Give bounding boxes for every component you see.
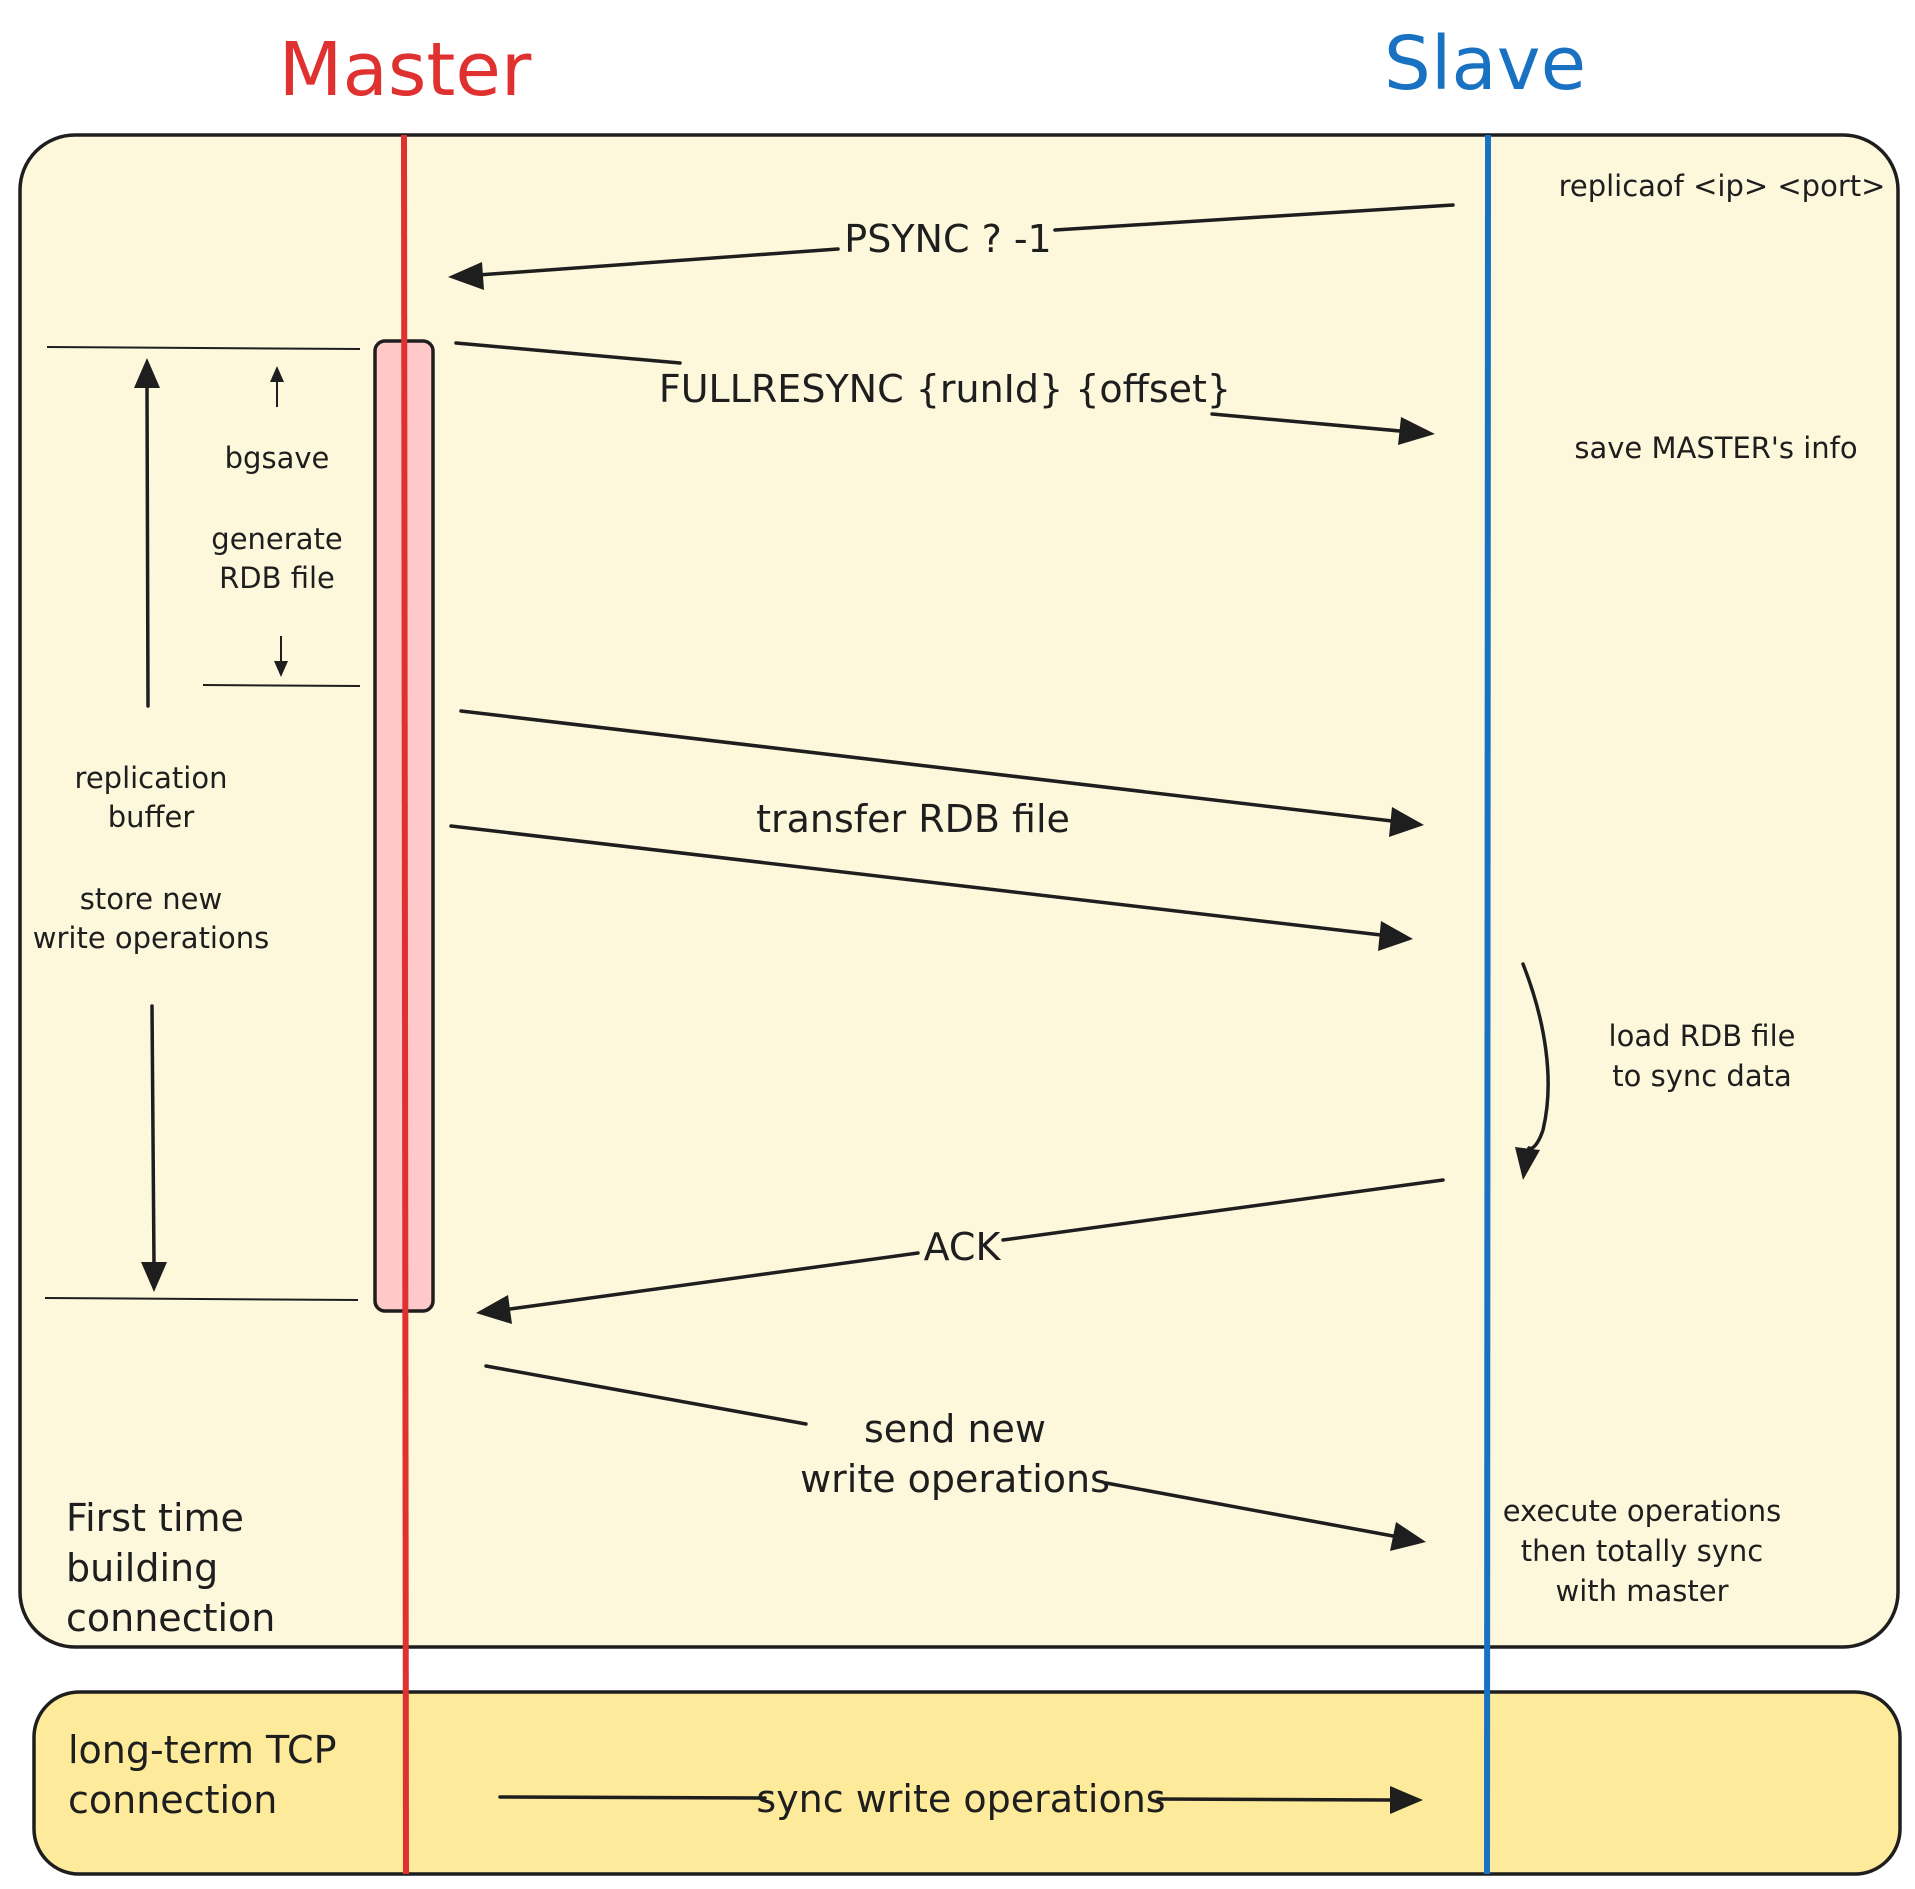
bgsave-label: bgsave (225, 441, 330, 475)
sync-writes-arrowhead (1390, 1786, 1423, 1814)
fullresync-arrowhead (1398, 417, 1435, 445)
psync-label: PSYNC ? -1 (844, 217, 1051, 261)
psync-arrowhead (448, 262, 484, 290)
load-rdb-curved-arrow (1521, 962, 1550, 1151)
transfer-arrow-1-head (1389, 807, 1424, 837)
ack-arrowhead (476, 1295, 512, 1324)
psync-arrow-line-2 (476, 247, 840, 277)
phase-first-label-line1: First time (66, 1496, 244, 1540)
bgsave-end-divider (202, 684, 361, 687)
transfer-arrow-1-line (459, 709, 1394, 823)
psync-arrow-line (1053, 203, 1455, 232)
replicaof-note: replicaof <ip> <port> (1559, 169, 1886, 203)
load-rdb-note-line1: load RDB file (1609, 1019, 1796, 1053)
phase-first-label-line2: building (66, 1546, 218, 1590)
send-writes-label-line1: send new (864, 1407, 1046, 1451)
sync-writes-arrow-line (498, 1795, 767, 1800)
slave-lifeline (1484, 134, 1491, 1875)
phase-long-term-box (32, 1690, 1902, 1876)
sync-writes-label: sync write operations (756, 1777, 1165, 1821)
fullresync-label: FULLRESYNC {runId} {offset} (659, 367, 1231, 411)
execute-note-line1: execute operations (1503, 1494, 1782, 1528)
buffer-bottom-divider (44, 1297, 359, 1301)
ack-label: ACK (924, 1225, 1002, 1269)
bgsave-up-arrowhead (270, 366, 284, 382)
generate-label-line2: RDB file (219, 561, 335, 595)
send-writes-label-line2: write operations (800, 1457, 1110, 1501)
buffer-span-down-line (150, 1004, 156, 1267)
replication-buffer-label-line2: buffer (108, 800, 195, 834)
load-rdb-note-line2: to sync data (1612, 1059, 1791, 1093)
phase-long-label-line1: long-term TCP (68, 1728, 337, 1772)
transfer-label: transfer RDB file (756, 797, 1070, 841)
master-lifeline (401, 134, 409, 1875)
save-master-info-note: save MASTER's info (1574, 431, 1857, 465)
fullresync-arrow-line (454, 341, 682, 365)
phase-long-label-line2: connection (68, 1778, 277, 1822)
execute-note-line2: then totally sync (1521, 1534, 1764, 1568)
buffer-span-down-arrowhead (141, 1262, 167, 1292)
transfer-arrow-2-line (449, 824, 1383, 937)
sync-writes-arrow-line-2 (1156, 1797, 1392, 1802)
store-writes-label-line1: store new (80, 882, 223, 916)
send-writes-arrowhead (1390, 1522, 1426, 1551)
store-writes-label-line2: write operations (33, 921, 269, 955)
phase-first-connection-box (18, 133, 1900, 1649)
fullresync-arrow-line-2 (1210, 412, 1402, 433)
phase-first-label-line3: connection (66, 1596, 275, 1640)
generate-label-line1: generate (211, 522, 342, 556)
ack-arrow-line (1001, 1178, 1445, 1242)
buffer-span-up-arrowhead (134, 358, 160, 388)
ack-arrow-line-2 (508, 1251, 920, 1311)
send-writes-arrow-line-2 (1104, 1481, 1395, 1538)
replication-buffer-label-line1: replication (75, 761, 228, 795)
buffer-top-divider (46, 346, 361, 350)
execute-note-line3: with master (1555, 1574, 1728, 1608)
bgsave-down-arrowhead (274, 661, 288, 677)
send-writes-arrow-line (484, 1364, 808, 1426)
transfer-arrow-2-head (1378, 921, 1413, 951)
slave-title: Slave (1384, 21, 1586, 107)
master-title: Master (279, 27, 532, 113)
load-rdb-arrowhead (1515, 1147, 1540, 1180)
buffer-span-up-line (145, 383, 150, 708)
